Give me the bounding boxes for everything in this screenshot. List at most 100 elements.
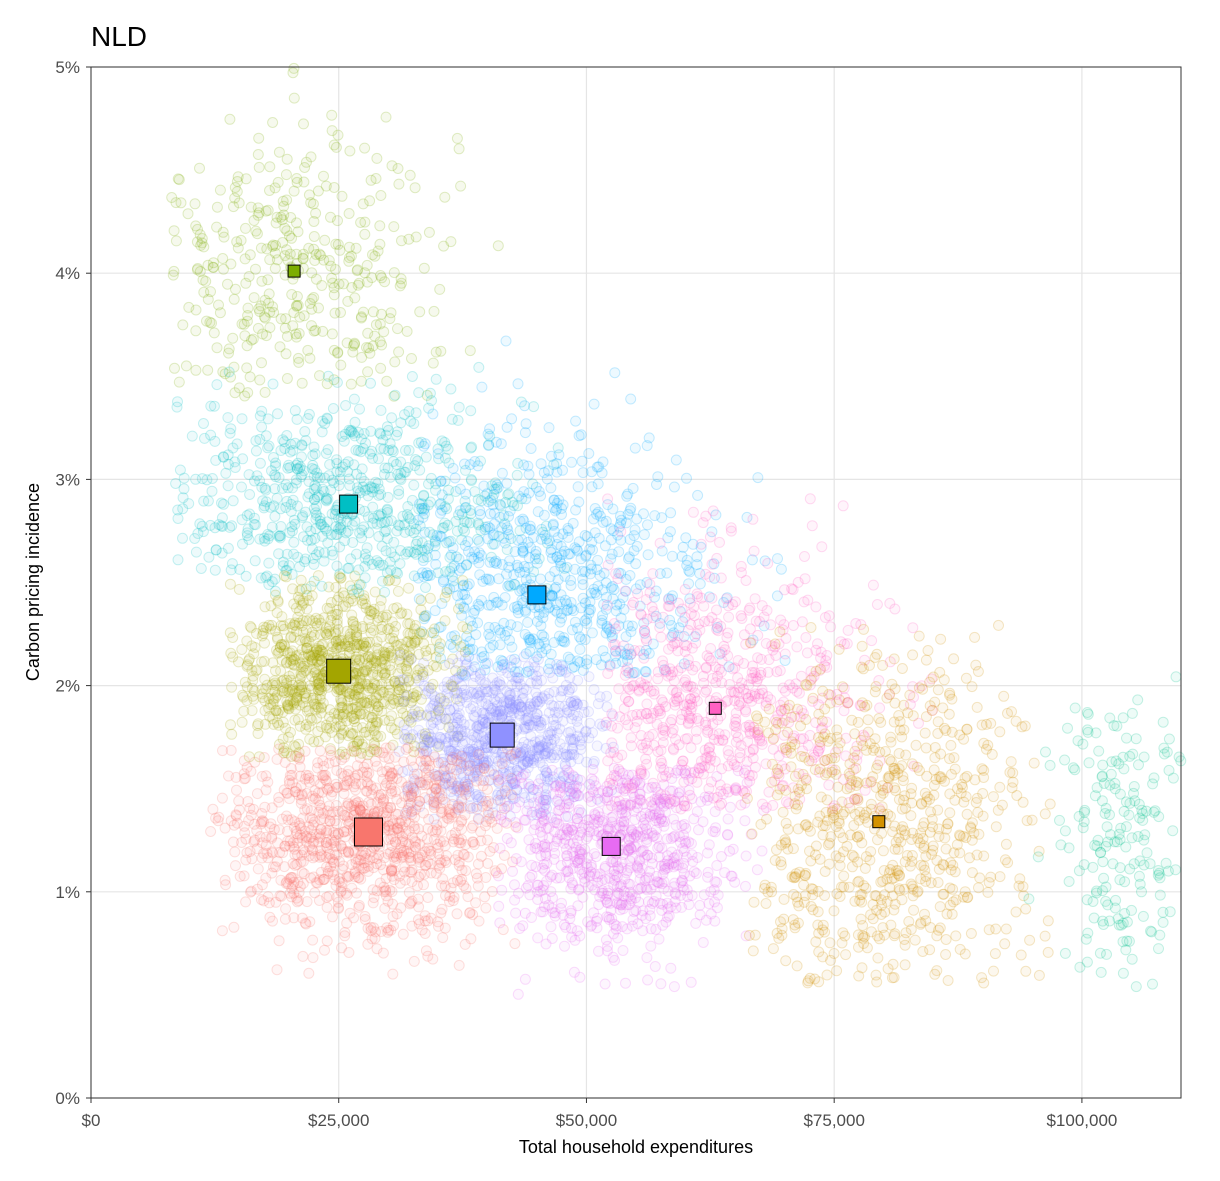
data-point xyxy=(222,278,233,290)
data-point xyxy=(349,337,360,349)
data-point xyxy=(313,302,324,314)
data-point xyxy=(335,519,347,530)
data-point xyxy=(275,313,287,325)
data-point xyxy=(286,568,298,580)
data-point xyxy=(173,174,185,186)
data-point xyxy=(457,621,469,633)
data-point xyxy=(307,934,319,946)
data-point xyxy=(334,473,346,485)
data-point xyxy=(177,319,189,331)
data-point xyxy=(236,644,248,655)
data-point xyxy=(441,698,452,710)
data-point xyxy=(275,211,287,223)
data-point xyxy=(321,935,333,947)
data-point xyxy=(475,455,486,467)
data-point xyxy=(378,796,389,808)
data-point xyxy=(573,496,585,508)
data-point xyxy=(326,508,338,520)
data-point xyxy=(373,509,385,521)
data-point xyxy=(273,743,285,755)
data-point xyxy=(629,442,641,454)
data-point xyxy=(282,462,294,474)
data-point xyxy=(280,169,292,181)
data-point xyxy=(544,590,556,602)
data-point xyxy=(704,531,716,543)
data-point xyxy=(381,421,393,433)
data-point xyxy=(418,489,430,501)
data-point xyxy=(228,921,240,933)
data-point xyxy=(277,847,289,859)
data-point xyxy=(318,254,330,266)
data-point xyxy=(478,763,490,775)
data-point xyxy=(236,481,247,493)
data-point xyxy=(351,482,363,494)
data-point xyxy=(566,456,578,468)
data-point xyxy=(610,646,622,658)
data-point xyxy=(248,693,260,705)
data-point xyxy=(379,276,391,288)
data-point xyxy=(227,332,239,344)
data-point xyxy=(523,750,535,762)
data-point xyxy=(743,604,755,616)
data-point xyxy=(319,234,331,246)
data-point xyxy=(335,641,347,652)
data-point xyxy=(344,252,355,264)
data-point xyxy=(440,566,452,578)
data-point xyxy=(417,555,429,567)
data-point xyxy=(288,92,300,104)
data-point xyxy=(485,494,497,506)
data-point xyxy=(712,625,724,637)
data-point xyxy=(268,452,279,463)
data-point xyxy=(247,333,259,345)
data-point xyxy=(293,328,305,339)
data-point xyxy=(277,434,289,446)
data-point xyxy=(332,239,344,250)
data-point xyxy=(355,472,367,484)
data-point xyxy=(211,342,223,354)
data-point xyxy=(371,152,383,164)
data-point xyxy=(348,588,360,600)
data-point xyxy=(607,580,619,592)
data-point xyxy=(692,591,704,603)
data-point xyxy=(410,620,421,631)
data-point xyxy=(330,141,342,153)
data-point xyxy=(328,182,340,193)
data-point xyxy=(395,417,407,429)
data-point xyxy=(308,493,320,505)
data-point xyxy=(351,548,362,560)
data-point xyxy=(305,151,317,163)
data-point xyxy=(340,527,352,539)
data-point xyxy=(482,806,494,818)
data-point xyxy=(307,952,319,964)
data-point xyxy=(211,201,223,213)
data-point xyxy=(586,481,598,493)
data-point xyxy=(251,843,263,855)
data-point xyxy=(207,261,219,273)
data-point xyxy=(348,459,360,471)
data-point xyxy=(376,540,388,552)
data-point xyxy=(213,811,225,823)
data-point xyxy=(429,540,441,552)
data-point xyxy=(362,483,374,495)
data-point xyxy=(280,502,292,513)
data-point xyxy=(380,545,392,557)
data-point xyxy=(263,440,275,452)
data-point xyxy=(310,513,322,525)
data-point xyxy=(435,345,447,357)
data-point xyxy=(225,719,236,731)
data-point xyxy=(466,475,477,487)
data-point xyxy=(730,721,742,732)
data-point xyxy=(273,472,285,484)
data-point xyxy=(329,307,341,319)
data-point xyxy=(345,424,357,436)
data-point xyxy=(355,446,367,458)
data-point xyxy=(321,901,333,913)
data-point xyxy=(245,886,256,898)
data-point xyxy=(312,472,323,483)
data-point xyxy=(191,236,203,248)
data-point xyxy=(359,216,371,228)
data-point xyxy=(419,502,430,514)
data-point xyxy=(322,493,334,505)
data-point xyxy=(359,484,371,496)
